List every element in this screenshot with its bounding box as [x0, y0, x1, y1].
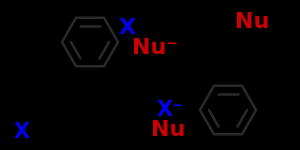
Text: X: X	[118, 18, 136, 38]
Text: Nu: Nu	[151, 120, 185, 140]
Text: X⁻: X⁻	[156, 100, 184, 120]
Text: Nu: Nu	[235, 12, 269, 32]
Text: Nu⁻: Nu⁻	[132, 38, 178, 58]
Text: X: X	[14, 122, 30, 142]
